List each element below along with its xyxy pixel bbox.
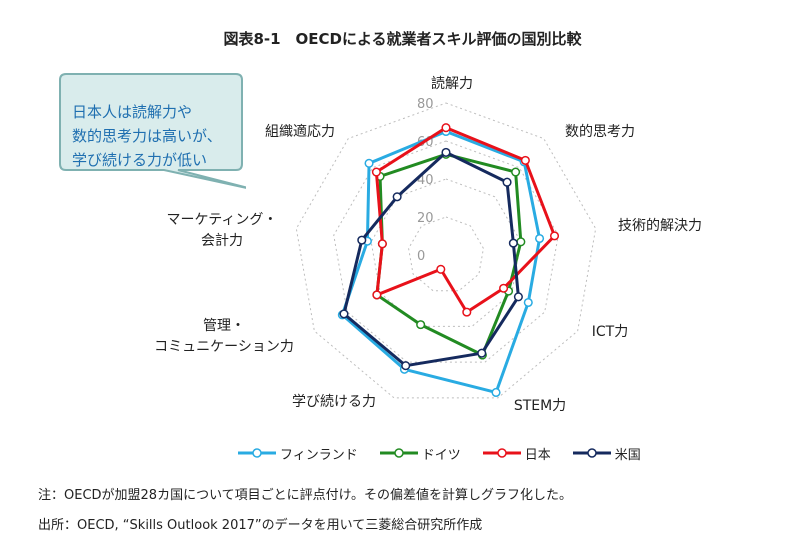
data-point <box>513 292 523 302</box>
callout-line: 日本人は読解力や <box>72 103 193 121</box>
grid-ring <box>333 140 559 363</box>
data-point <box>377 239 387 249</box>
grid-ring <box>295 102 597 399</box>
axis-label: 組織適応力 <box>265 123 335 140</box>
data-point <box>477 348 487 358</box>
axis-label: マーケティング・会計力 <box>167 212 278 249</box>
source-note: 出所：OECD, “Skills Outlook 2017”のデータを用いて三菱… <box>38 518 483 533</box>
series-line <box>375 152 523 357</box>
legend-swatch-germany <box>379 448 418 458</box>
legend-item-japan: 日本 <box>482 444 551 463</box>
tick-label: 0 <box>417 249 425 264</box>
legend-label: フィンランド <box>280 447 358 463</box>
series-line <box>342 150 520 368</box>
axis-label: 読解力 <box>431 75 473 92</box>
data-point <box>520 155 530 165</box>
data-point <box>339 309 349 319</box>
data-point <box>436 264 446 274</box>
tick-label: 80 <box>417 97 434 112</box>
data-point <box>371 167 381 177</box>
grid-ring <box>408 216 484 292</box>
tick-label: 20 <box>417 211 434 226</box>
axis-label: ICT力 <box>592 324 628 340</box>
data-point <box>508 238 518 248</box>
data-point <box>416 320 426 330</box>
data-point <box>392 192 402 202</box>
footnote: 注：OECDが加盟28カ国について項目ごとに評点付け。その偏差値を計算しグラフ化… <box>38 488 573 503</box>
data-point <box>441 147 451 157</box>
legend-swatch-japan <box>482 448 521 458</box>
data-point <box>491 387 501 398</box>
data-point <box>502 177 512 187</box>
data-point <box>511 167 521 177</box>
data-point <box>535 233 545 244</box>
axis-label: 学び続ける力 <box>292 393 376 410</box>
data-point <box>462 307 472 317</box>
axis-label: 管理・コミュニケーション力 <box>154 318 294 355</box>
callout-text: 日本人は読解力や 数的思考力は高いが、 学び続ける力が低い <box>72 100 242 172</box>
radar-chart: 020406080読解力数的思考力技術的解決力ICT力STEM力学び続ける力管理… <box>154 75 702 414</box>
legend-label: 日本 <box>524 447 551 463</box>
legend-item-germany: ドイツ <box>379 444 461 463</box>
data-point <box>499 283 509 293</box>
legend-item-finland: フィンランド <box>238 444 358 463</box>
data-point <box>549 231 560 241</box>
legend-label: 米国 <box>614 447 641 463</box>
callout-line: 数的思考力は高いが、 <box>72 127 222 145</box>
legend-label: ドイツ <box>421 447 461 463</box>
axis-label: STEM力 <box>514 398 566 414</box>
data-point <box>516 237 526 247</box>
legend-item-usa: 米国 <box>572 444 641 463</box>
chart-title: 図表8-1 OECDによる就業者スキル評価の国別比較 <box>223 30 582 48</box>
legend-swatch-usa <box>572 448 611 458</box>
data-point <box>357 235 367 245</box>
chart-legend: フィンランド ドイツ 日本 米国 <box>238 443 663 463</box>
callout-line: 学び続ける力が低い <box>72 151 208 169</box>
data-point <box>441 123 451 133</box>
data-point <box>372 290 382 300</box>
data-point <box>364 158 374 168</box>
series-line <box>340 130 542 394</box>
callout-bubble <box>59 73 246 189</box>
data-point <box>523 297 533 308</box>
axis-label: 数的思考力 <box>565 124 635 140</box>
legend-swatch-finland <box>238 448 276 458</box>
series-line <box>374 126 557 314</box>
axis-label: 技術的解決力 <box>618 218 702 234</box>
data-point <box>401 361 411 371</box>
